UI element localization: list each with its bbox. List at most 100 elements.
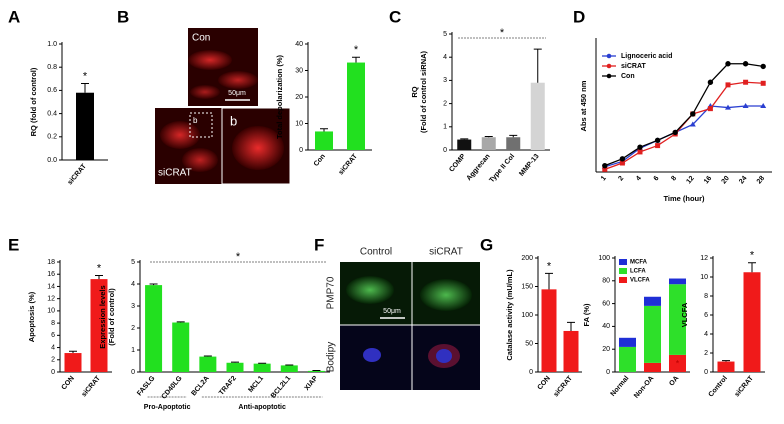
- x-tick-label: 20: [721, 175, 731, 186]
- x-tick-label: siCRAT: [338, 152, 360, 176]
- x-axis-label: Time (hour): [663, 194, 705, 203]
- y-tick-label: 0.8: [47, 64, 57, 71]
- y-tick-label: 12: [700, 255, 708, 262]
- legend-marker: [606, 63, 612, 69]
- error-bar: [722, 360, 730, 362]
- y-tick-label: 0: [606, 369, 610, 376]
- bar: [563, 330, 579, 372]
- row-label: PMP70: [326, 276, 337, 309]
- x-tick-label: Type II Col: [488, 153, 516, 184]
- bar: [90, 279, 108, 372]
- error-bar: [460, 138, 469, 140]
- error-bar: [352, 56, 360, 63]
- y-axis-label: FA (%): [582, 303, 591, 327]
- error-bar: [203, 355, 212, 357]
- marker: [725, 61, 731, 67]
- scale-label: 50μm: [228, 90, 246, 97]
- legend-label: VLCFA: [630, 278, 650, 284]
- marker: [742, 103, 749, 108]
- x-tick-label: siCRAT: [553, 374, 575, 398]
- y-tick-label: 60: [602, 300, 610, 307]
- marker: [760, 103, 767, 108]
- y-tick-label: 4: [704, 331, 708, 338]
- bar: [530, 82, 545, 150]
- bar-segment: [644, 296, 661, 306]
- y-tick-label: 14: [47, 283, 55, 290]
- marker: [619, 160, 625, 166]
- marker: [707, 106, 713, 112]
- panel-label: F: [314, 235, 324, 254]
- y-axis-label: (Fold of control siRNA): [419, 50, 428, 133]
- marker: [637, 144, 643, 150]
- x-tick-label: CON: [61, 375, 76, 391]
- annotation: *: [97, 262, 102, 274]
- y-tick-label: 100: [598, 255, 610, 262]
- error-bar: [95, 274, 103, 280]
- x-tick-label: siCRAT: [67, 162, 89, 186]
- bar: [280, 365, 298, 372]
- y-tick-label: 2: [443, 100, 447, 107]
- marker: [760, 80, 766, 86]
- y-tick-label: 18: [47, 259, 55, 266]
- annotation: *: [236, 251, 241, 263]
- error-bar: [81, 82, 89, 93]
- legend-label: siCRAT: [621, 63, 646, 70]
- y-tick-label: 150: [521, 283, 533, 290]
- bar: [347, 62, 365, 150]
- marker: [690, 111, 696, 117]
- error-bar: [320, 128, 328, 132]
- y-tick-label: 16: [47, 271, 55, 278]
- y-tick-label: 100: [521, 312, 533, 319]
- y-tick-label: 40: [295, 41, 303, 48]
- y-tick-label: 1: [131, 347, 135, 354]
- marker: [707, 79, 714, 85]
- bar: [172, 322, 190, 372]
- x-tick-label: Non-OA: [633, 375, 655, 400]
- x-tick-label: 28: [756, 175, 766, 186]
- error-bar: [69, 350, 77, 354]
- marker: [602, 166, 608, 172]
- error-bar: [545, 272, 553, 290]
- error-bar: [533, 48, 542, 83]
- panel-label: C: [389, 7, 401, 26]
- y-tick-label: 4: [51, 344, 55, 351]
- x-tick-label: FASLG: [136, 375, 157, 398]
- bar-segment: [644, 362, 661, 372]
- group-label: Anti-apoptotic: [238, 404, 286, 411]
- error-bar: [176, 321, 185, 323]
- line: [604, 63, 764, 167]
- panel-label: B: [117, 7, 129, 26]
- legend-swatch: [619, 268, 627, 274]
- y-tick-label: 0.2: [47, 134, 57, 141]
- x-tick-label: Aggrecan: [466, 153, 492, 182]
- x-tick-label: siCRAT: [734, 374, 756, 398]
- x-tick-label: 8: [670, 175, 678, 183]
- y-tick-label: 0: [51, 369, 55, 376]
- panel-label: E: [8, 235, 19, 254]
- y-tick-label: 0.6: [47, 87, 57, 94]
- bar: [307, 370, 325, 372]
- x-tick-label: Control: [708, 375, 729, 399]
- image-label: siCRAT: [158, 168, 192, 179]
- group-label: Pro-Apoptotic: [144, 404, 191, 411]
- bar-segment: [644, 305, 661, 363]
- y-axis-label: RQ: [410, 86, 419, 97]
- y-tick-label: 80: [602, 278, 610, 285]
- y-tick-label: 8: [704, 293, 708, 300]
- marker: [760, 63, 766, 70]
- marker: [725, 104, 731, 110]
- bar: [541, 289, 557, 372]
- y-axis-label: Expression levels: [98, 285, 107, 348]
- y-axis-label: (Fold of control): [107, 288, 116, 346]
- bar: [199, 356, 217, 372]
- y-tick-label: 3: [443, 77, 447, 84]
- marker: [654, 137, 661, 144]
- bar-segment: [669, 278, 686, 285]
- marker: [743, 79, 749, 85]
- y-tick-label: 0: [299, 147, 303, 154]
- y-tick-label: 10: [47, 308, 55, 315]
- y-tick-label: 2: [131, 325, 135, 332]
- y-tick-label: 40: [602, 323, 610, 330]
- marker: [689, 121, 696, 127]
